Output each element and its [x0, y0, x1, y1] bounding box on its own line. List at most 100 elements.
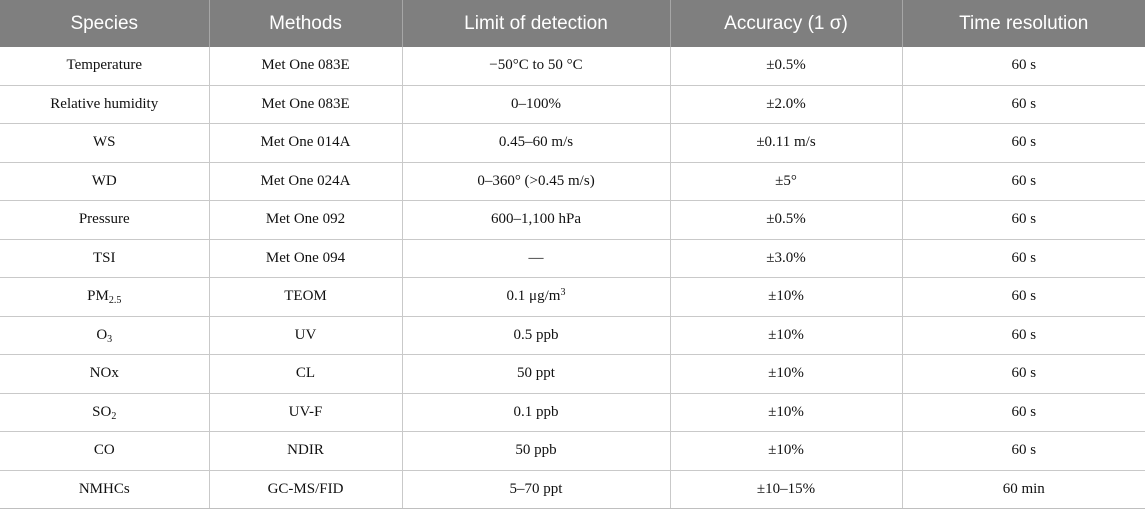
species-subscript: 2 — [111, 410, 117, 422]
lod-text: 5–70 ppt — [509, 480, 563, 497]
species-text: SO — [92, 403, 112, 420]
cell-method: Met One 083E — [209, 47, 403, 86]
table-row: NOx CL 50 ppt ±10% 60 s — [0, 354, 1145, 394]
cell-species: Temperature — [0, 47, 210, 86]
cell-limit-of-detection: 0.5 ppb — [402, 316, 671, 355]
lod-text: 50 ppt — [517, 365, 555, 382]
cell-time-resolution: 60 min — [902, 470, 1145, 509]
cell-time-resolution: 60 s — [902, 277, 1145, 317]
header-time-resolution: Time resolution — [902, 0, 1145, 47]
cell-accuracy: ±10% — [670, 277, 903, 317]
table-row: PM2.5 TEOM 0.1 μg/m3 ±10% 60 s — [0, 277, 1145, 317]
cell-method: Met One 024A — [209, 162, 403, 201]
cell-time-resolution: 60 s — [902, 316, 1145, 355]
cell-species: Relative humidity — [0, 85, 210, 124]
lod-text: 0–100% — [511, 95, 561, 112]
cell-method: UV-F — [209, 393, 403, 432]
cell-time-resolution: 60 s — [902, 200, 1145, 240]
cell-time-resolution: 60 s — [902, 162, 1145, 201]
species-text: WS — [93, 134, 116, 151]
cell-species: NOx — [0, 354, 210, 394]
cell-accuracy: ±5° — [670, 162, 903, 201]
cell-limit-of-detection: 0–360° (>0.45 m/s) — [402, 162, 671, 201]
cell-time-resolution: 60 s — [902, 47, 1145, 86]
cell-time-resolution: 60 s — [902, 393, 1145, 432]
cell-species: TSI — [0, 239, 210, 278]
cell-limit-of-detection: 50 ppb — [402, 431, 671, 471]
cell-method: TEOM — [209, 277, 403, 317]
table-row: CO NDIR 50 ppb ±10% 60 s — [0, 431, 1145, 471]
cell-species: O3 — [0, 316, 210, 355]
cell-accuracy: ±10% — [670, 316, 903, 355]
species-text: O — [96, 326, 108, 343]
cell-method: Met One 092 — [209, 200, 403, 240]
species-text: PM — [87, 288, 109, 305]
table-row: SO2 UV-F 0.1 ppb ±10% 60 s — [0, 393, 1145, 432]
lod-text: 0.45–60 m/s — [498, 134, 574, 151]
lod-text: 600–1,100 hPa — [491, 211, 581, 228]
cell-limit-of-detection: 50 ppt — [402, 354, 671, 394]
lod-text: 0.1 ppb — [513, 403, 559, 420]
species-text: TSI — [93, 249, 116, 266]
lod-text: — — [528, 249, 544, 266]
cell-species: SO2 — [0, 393, 210, 432]
cell-species: CO — [0, 431, 210, 471]
cell-time-resolution: 60 s — [902, 431, 1145, 471]
cell-accuracy: ±0.11 m/s — [670, 123, 903, 163]
cell-accuracy: ±10% — [670, 393, 903, 432]
species-subscript: 2.5 — [108, 295, 122, 307]
cell-species: PM2.5 — [0, 277, 210, 317]
cell-accuracy: ±2.0% — [670, 85, 903, 124]
cell-limit-of-detection: — — [402, 239, 671, 278]
species-text: NOx — [89, 365, 119, 382]
lod-text: 50 ppb — [515, 442, 557, 459]
cell-limit-of-detection: 600–1,100 hPa — [402, 200, 671, 240]
species-text: NMHCs — [78, 480, 130, 497]
cell-limit-of-detection: 0.1 μg/m3 — [402, 277, 671, 317]
cell-method: UV — [209, 316, 403, 355]
species-text: WD — [91, 172, 117, 189]
cell-method: Met One 014A — [209, 123, 403, 163]
cell-species: WD — [0, 162, 210, 201]
species-subscript: 3 — [107, 333, 113, 345]
cell-accuracy: ±0.5% — [670, 200, 903, 240]
table-row: WS Met One 014A 0.45–60 m/s ±0.11 m/s 60 s — [0, 123, 1145, 163]
lod-text: 0.5 ppb — [513, 326, 559, 343]
cell-time-resolution: 60 s — [902, 85, 1145, 124]
lod-text: −50°C to 50 °C — [489, 57, 583, 74]
cell-accuracy: ±10% — [670, 354, 903, 394]
species-text: Pressure — [78, 211, 130, 228]
table-row: Temperature Met One 083E −50°C to 50 °C ±0.… — [0, 47, 1145, 86]
cell-method: CL — [209, 354, 403, 394]
cell-limit-of-detection: −50°C to 50 °C — [402, 47, 671, 86]
cell-limit-of-detection: 0.1 ppb — [402, 393, 671, 432]
table-row: Pressure Met One 092 600–1,100 hPa ±0.5% 60 … — [0, 200, 1145, 240]
species-text: Relative humidity — [50, 95, 159, 112]
table-row: WD Met One 024A 0–360° (>0.45 m/s) ±5° 60 s — [0, 162, 1145, 201]
cell-species: WS — [0, 123, 210, 163]
species-text: CO — [93, 442, 115, 459]
cell-time-resolution: 60 s — [902, 239, 1145, 278]
table-body: Temperature Met One 083E −50°C to 50 °C ±0.… — [0, 47, 1145, 509]
cell-accuracy: ±0.5% — [670, 47, 903, 86]
cell-species: NMHCs — [0, 470, 210, 509]
cell-method: Met One 094 — [209, 239, 403, 278]
table-row: NMHCs GC-MS/FID 5–70 ppt ±10–15% 60 min — [0, 470, 1145, 509]
cell-method: GC-MS/FID — [209, 470, 403, 509]
cell-limit-of-detection: 0.45–60 m/s — [402, 123, 671, 163]
header-methods: Methods — [209, 0, 403, 47]
cell-method: Met One 083E — [209, 85, 403, 124]
cell-method: NDIR — [209, 431, 403, 471]
header-limit-of-detection: Limit of detection — [402, 0, 671, 47]
species-text: Temperature — [66, 57, 143, 74]
header-accuracy: Accuracy (1 σ) — [670, 0, 903, 47]
lod-superscript: 3 — [560, 287, 566, 299]
lod-text: 0–360° (>0.45 m/s) — [477, 172, 595, 189]
cell-limit-of-detection: 0–100% — [402, 85, 671, 124]
cell-accuracy: ±10–15% — [670, 470, 903, 509]
cell-limit-of-detection: 5–70 ppt — [402, 470, 671, 509]
cell-time-resolution: 60 s — [902, 123, 1145, 163]
table-row: TSI Met One 094 — ±3.0% 60 s — [0, 239, 1145, 278]
cell-species: Pressure — [0, 200, 210, 240]
